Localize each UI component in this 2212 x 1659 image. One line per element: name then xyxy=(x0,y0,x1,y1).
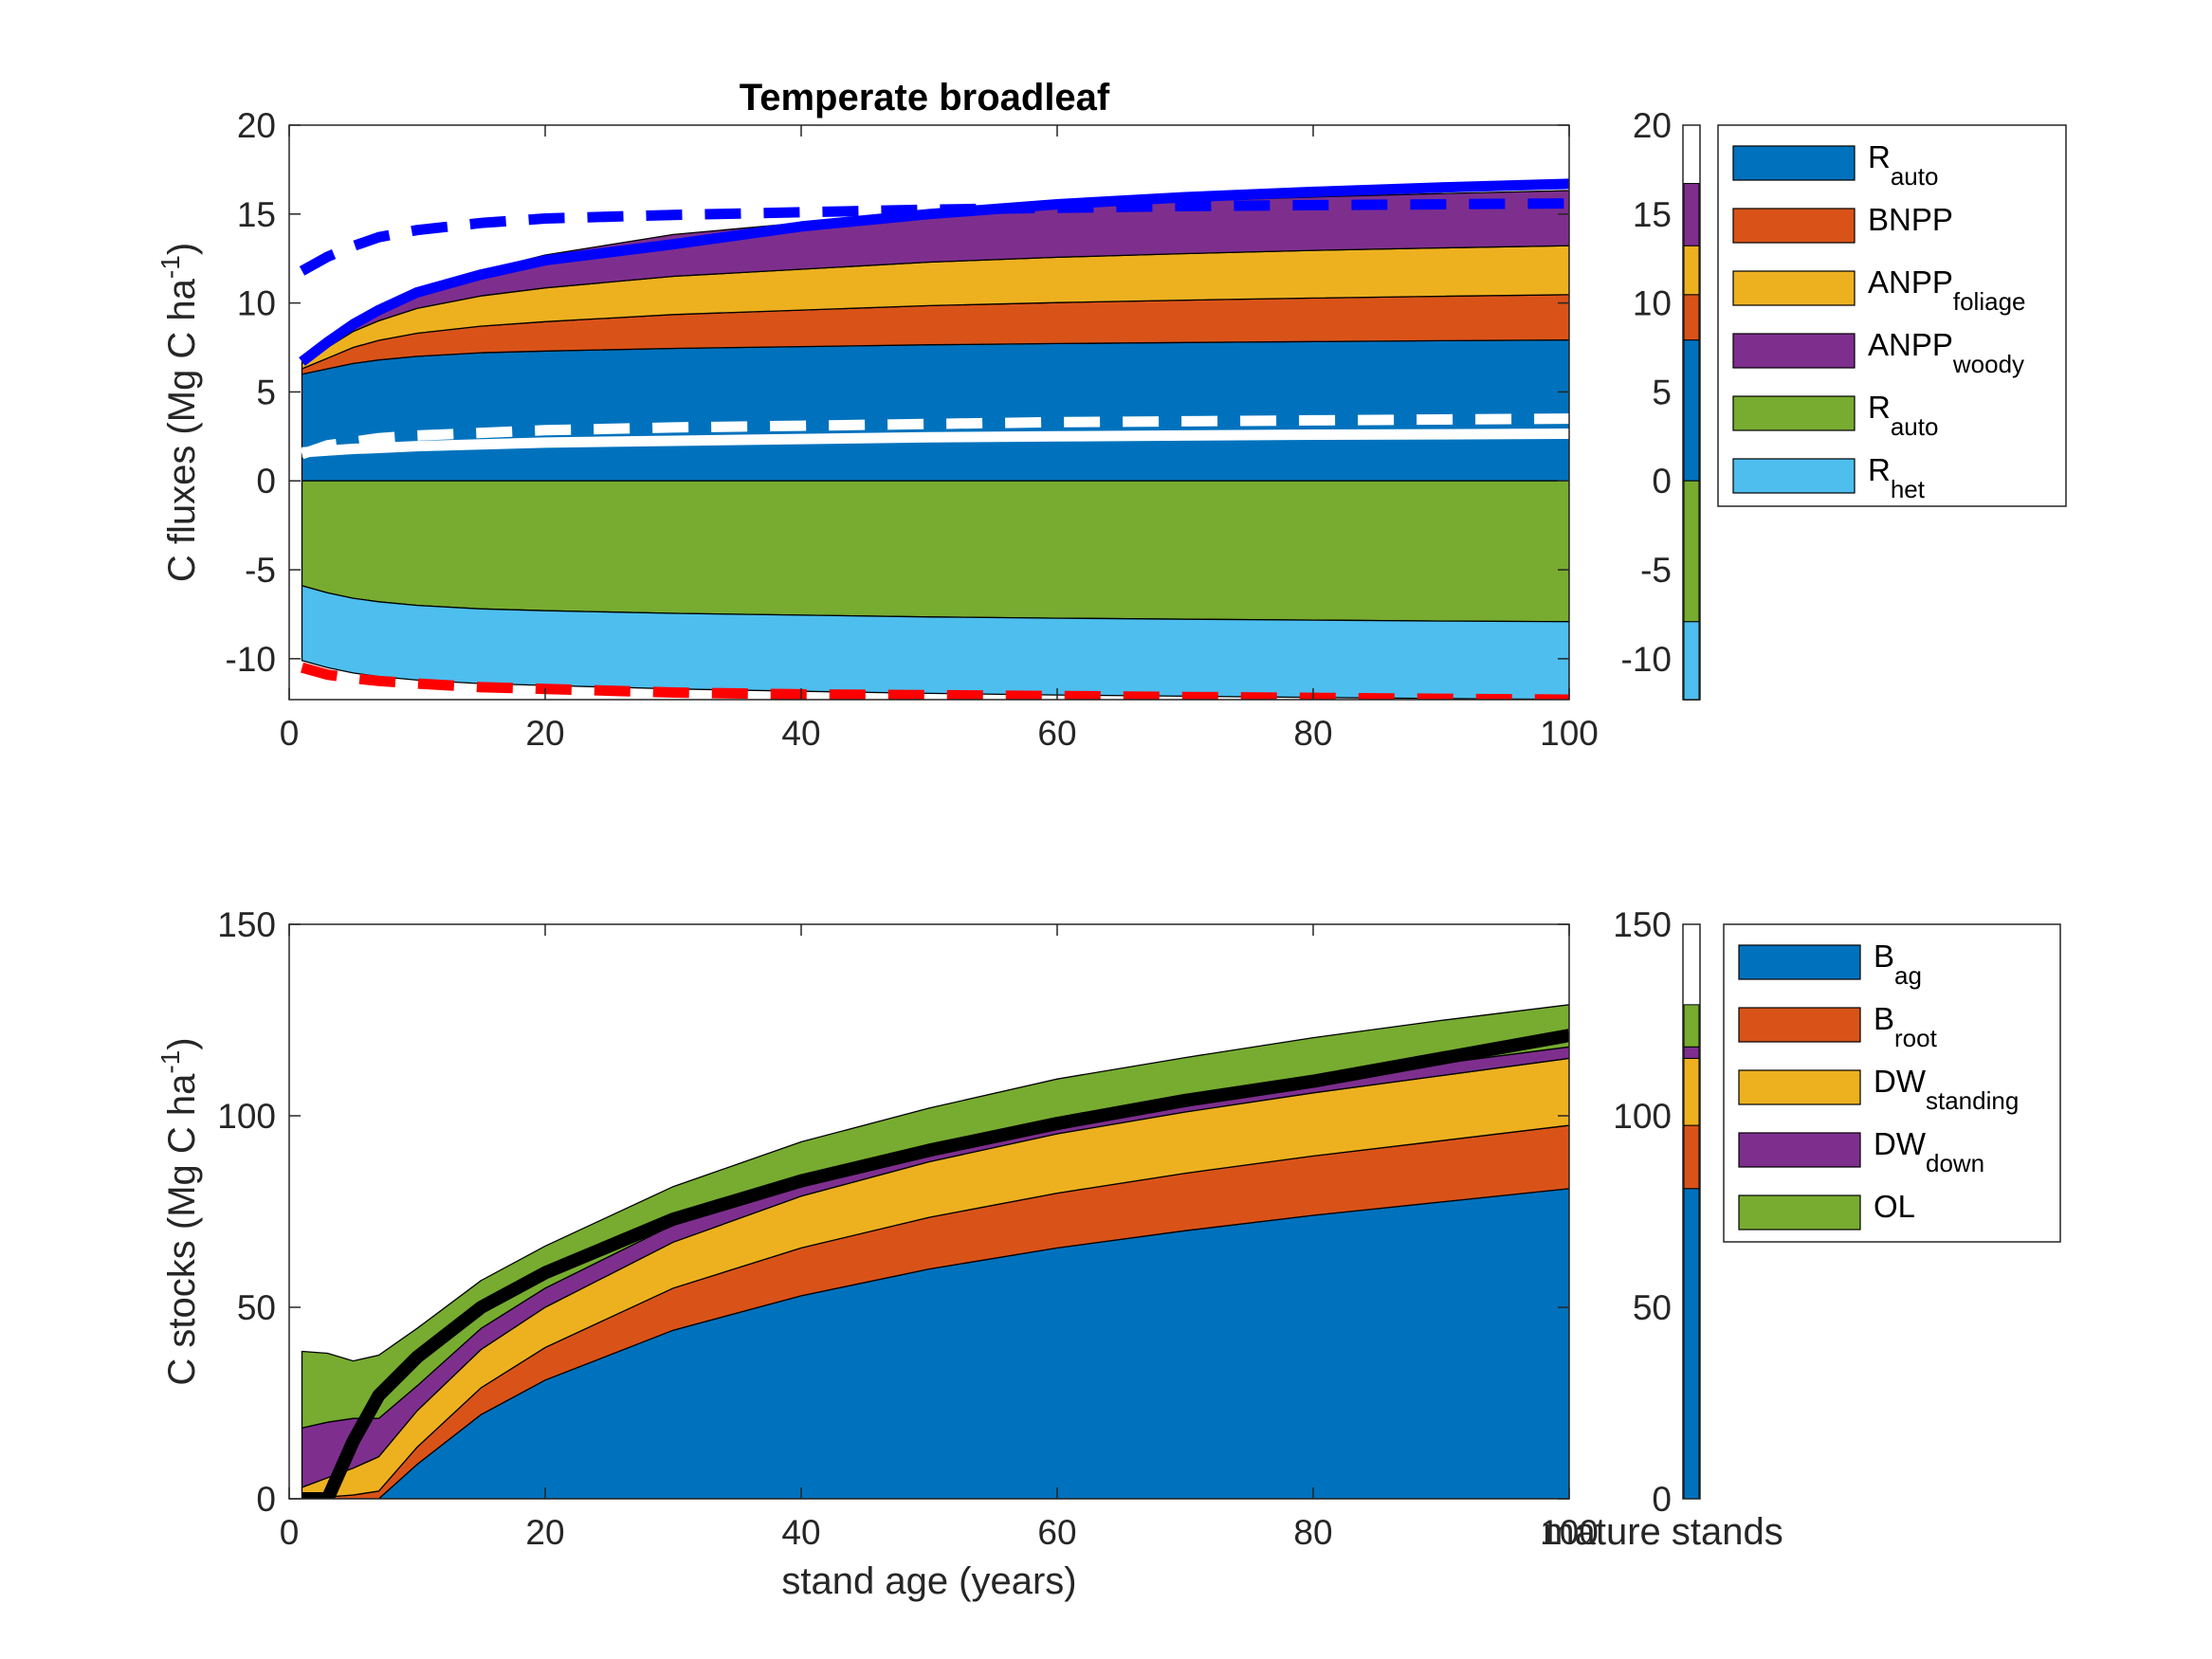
side-y-tick-label: 10 xyxy=(1633,284,1672,323)
x-tick-label: 100 xyxy=(1540,714,1599,753)
side-axes-box xyxy=(1682,124,1701,701)
line-dashed-4 xyxy=(301,662,1569,700)
x-tick-label: 60 xyxy=(1037,1513,1076,1552)
legend-swatch xyxy=(1738,1194,1861,1231)
y-tick-label: -10 xyxy=(226,640,276,679)
side-bar-segment xyxy=(1683,1124,1700,1190)
x-tick-label: 40 xyxy=(781,1513,820,1552)
side-y-tick-label: 5 xyxy=(1652,373,1672,411)
legend-swatch xyxy=(1732,208,1856,244)
y-axis-label: C stocks (Mg C ha-1) xyxy=(155,1037,203,1385)
side-bar-segment xyxy=(1683,480,1700,623)
legend-swatch xyxy=(1738,1007,1861,1043)
side-y-tick-label: 100 xyxy=(1613,1097,1672,1136)
side-bar-segment xyxy=(1683,1188,1700,1500)
legend-label: ANPPwoody xyxy=(1868,327,2024,378)
axes-box xyxy=(288,124,1570,701)
legend-swatch xyxy=(1732,145,1856,181)
side-bar-segment xyxy=(1683,183,1700,246)
y-tick-label: 150 xyxy=(217,905,276,944)
chart-title: Temperate broadleaf xyxy=(740,77,1110,118)
legend-swatch xyxy=(1738,1132,1861,1168)
side-axes-box xyxy=(1682,923,1701,1500)
side-x-label: mature stands xyxy=(1543,1511,1782,1553)
legend-swatch xyxy=(1732,458,1856,494)
side-y-tick-label: -10 xyxy=(1621,640,1672,679)
side-bar-segment xyxy=(1683,339,1700,482)
area-rauto xyxy=(301,338,1569,482)
legend-label: Rauto xyxy=(1868,139,1938,191)
y-tick-label: 100 xyxy=(217,1097,276,1136)
plot-area xyxy=(299,178,1569,700)
legend-label: Bag xyxy=(1874,939,1922,990)
x-tick-label: 0 xyxy=(280,1513,300,1552)
x-tick-label: 80 xyxy=(1293,1513,1332,1552)
side-bar-segment xyxy=(1683,294,1700,341)
y-tick-label: 15 xyxy=(237,195,276,234)
plot-area xyxy=(301,1004,1569,1499)
x-tick-label: 20 xyxy=(525,714,564,753)
line-dashed-1 xyxy=(299,198,1569,276)
legend-label: BNPP xyxy=(1868,202,1953,237)
legend-label: DWstanding xyxy=(1874,1064,2019,1115)
side-bar-segment xyxy=(1683,621,1700,701)
legend-swatch xyxy=(1732,270,1856,306)
legend-swatch xyxy=(1738,944,1861,980)
legend-swatch xyxy=(1738,1069,1861,1105)
x-tick-label: 0 xyxy=(280,714,300,753)
stock-panel: 0 20 40 60 80 100 0 50 100 150 C stocks (Mg C ha-1… xyxy=(155,905,2061,1602)
side-y-tick-label: 20 xyxy=(1633,106,1672,145)
line-solid-0 xyxy=(299,178,1569,366)
legend-label: ANPPfoliage xyxy=(1868,264,2026,316)
legend-label: Rhet xyxy=(1868,452,1926,503)
side-y-tick-label: 50 xyxy=(1633,1288,1672,1327)
side-y-tick-label: 0 xyxy=(1652,1480,1672,1519)
y-tick-label: 5 xyxy=(256,373,276,411)
side-y-tick-label: 0 xyxy=(1652,462,1672,501)
legend-label: DWdown xyxy=(1874,1126,1984,1177)
line-solid-0 xyxy=(302,1029,1569,1499)
side-y-tick-label: 150 xyxy=(1613,905,1672,944)
area-ol xyxy=(301,1004,1569,1430)
legend-swatch xyxy=(1732,395,1856,431)
line-solid-2 xyxy=(302,428,1569,458)
area-rautonegative xyxy=(301,480,1569,623)
line-dashed-3 xyxy=(300,413,1569,460)
y-tick-label: 50 xyxy=(237,1288,276,1327)
legend-label: Rauto xyxy=(1868,390,1938,441)
side-bar-segment xyxy=(1683,1046,1700,1059)
x-axis-label: stand age (years) xyxy=(781,1560,1076,1602)
legend-label: Broot xyxy=(1874,1001,1938,1052)
legend-box xyxy=(1717,124,2067,507)
legend-label: OL xyxy=(1874,1189,1915,1224)
y-tick-label: -5 xyxy=(245,551,276,590)
side-bar-segment xyxy=(1683,245,1700,296)
x-tick-label: 80 xyxy=(1293,714,1332,753)
side-bar-segment xyxy=(1683,1004,1700,1048)
side-bar-segment xyxy=(1683,1057,1700,1126)
legend-swatch xyxy=(1732,333,1856,369)
y-tick-label: 0 xyxy=(256,1480,276,1519)
y-tick-label: 10 xyxy=(237,284,276,323)
y-tick-label: 20 xyxy=(237,106,276,145)
y-tick-label: 0 xyxy=(256,462,276,501)
axes-box xyxy=(288,923,1570,1500)
x-tick-label: 60 xyxy=(1037,714,1076,753)
x-tick-label: 20 xyxy=(525,1513,564,1552)
side-y-tick-label: 15 xyxy=(1633,195,1672,234)
x-tick-label: 100 xyxy=(1540,1513,1599,1552)
x-tick-label: 40 xyxy=(781,714,820,753)
y-axis-label: C fluxes (Mg C ha-1) xyxy=(155,243,203,582)
side-y-tick-label: -5 xyxy=(1640,551,1672,590)
